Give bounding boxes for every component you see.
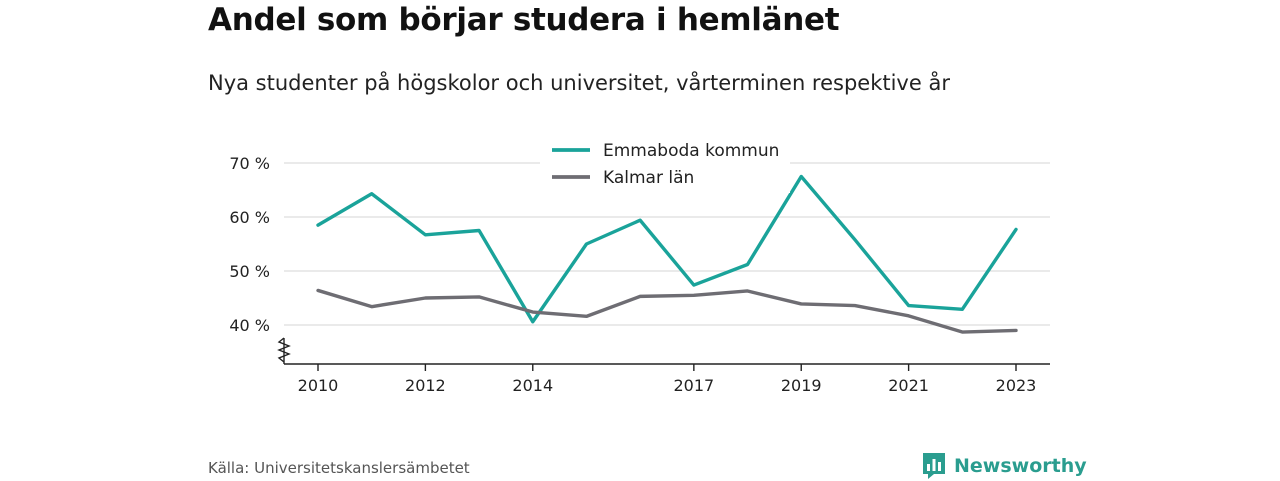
brand-logo: Newsworthy — [922, 451, 1087, 481]
axis-break-mark — [277, 337, 291, 363]
legend-label: Kalmar län — [603, 168, 694, 188]
series-line-kalmar — [316, 288, 1018, 334]
legend-label: Emmaboda kommun — [603, 141, 779, 161]
x-tick-label: 2019 — [781, 376, 822, 395]
y-tick-label: 60 % — [229, 208, 270, 227]
x-tick-label: 2021 — [888, 376, 929, 395]
y-tick-label: 70 % — [229, 154, 270, 173]
x-tick-label: 2017 — [673, 376, 714, 395]
chart-subtitle: Nya studenter på högskolor och universit… — [208, 71, 950, 95]
chart-title: Andel som börjar studera i hemlänet — [208, 2, 840, 38]
legend-background — [540, 137, 790, 193]
bar-chart-logo-icon — [923, 453, 945, 479]
y-tick-label: 50 % — [229, 262, 270, 281]
x-tick-label: 2023 — [996, 376, 1037, 395]
x-tick-label: 2010 — [298, 376, 339, 395]
y-tick-label: 40 % — [229, 316, 270, 335]
series-line-emmaboda — [316, 174, 1018, 324]
x-tick-label: 2012 — [405, 376, 446, 395]
brand-name: Newsworthy — [954, 455, 1087, 477]
source-note: Källa: Universitetskanslersämbetet — [208, 459, 470, 477]
x-tick-label: 2014 — [512, 376, 553, 395]
